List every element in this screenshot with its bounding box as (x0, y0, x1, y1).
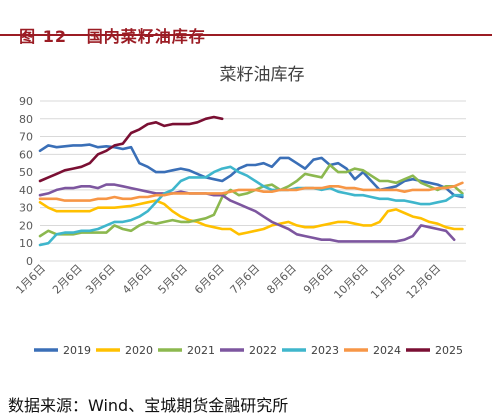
series-lines (38, 115, 464, 247)
legend-label-2019: 2019 (63, 344, 91, 357)
legend-label-2023: 2023 (311, 344, 339, 357)
x-tick-label: 6月6日 (192, 262, 227, 297)
x-tick-label: 2月6日 (50, 262, 85, 297)
series-line-2025 (38, 115, 224, 183)
y-tick-label: 90 (19, 95, 33, 108)
y-axis-ticks: 0 10 20 30 40 50 60 70 80 90 (19, 95, 33, 268)
x-tick-label: 7月6日 (228, 262, 263, 297)
x-tick-label: 8月6日 (264, 262, 299, 297)
legend-label-2022: 2022 (249, 344, 277, 357)
x-tick-label: 9月6日 (301, 262, 336, 297)
y-tick-label: 30 (19, 202, 33, 215)
legend-label-2020: 2020 (125, 344, 153, 357)
y-tick-label: 80 (19, 113, 33, 126)
source-note: 数据来源：Wind、宝城期货金融研究所 (8, 396, 289, 415)
series-line-2022 (38, 183, 456, 243)
y-tick-label: 60 (19, 148, 33, 161)
y-tick-label: 0 (26, 255, 33, 268)
y-tick-label: 40 (19, 184, 33, 197)
y-tick-label: 50 (19, 166, 33, 179)
x-tick-label: 5月6日 (155, 262, 190, 297)
x-tick-label: 10月6日 (331, 262, 371, 302)
series-line-2021 (38, 163, 464, 238)
figure-title: 国内菜籽油库存 (86, 27, 206, 46)
series-line-2024 (38, 181, 464, 202)
header-divider (0, 34, 492, 36)
y-tick-label: 70 (19, 131, 33, 144)
x-tick-label: 4月6日 (120, 262, 155, 297)
series-line-2020 (38, 199, 464, 236)
x-tick-label: 3月6日 (83, 262, 118, 297)
legend-label-2024: 2024 (373, 344, 401, 357)
legend: 2019 2020 2021 2022 2023 2024 2025 (34, 344, 463, 357)
series-line-2023 (38, 165, 464, 247)
legend-label-2021: 2021 (187, 344, 215, 357)
y-tick-label: 10 (19, 237, 33, 250)
figure-header: 图 12 国内菜籽油库存 (6, 4, 206, 47)
figure-number: 图 12 (19, 27, 67, 46)
x-tick-label: 12月6日 (404, 262, 444, 302)
x-tick-label: 11月6日 (368, 262, 408, 302)
legend-label-2025: 2025 (435, 344, 463, 357)
chart-title: 菜籽油库存 (220, 65, 305, 85)
y-tick-label: 20 (19, 219, 33, 232)
